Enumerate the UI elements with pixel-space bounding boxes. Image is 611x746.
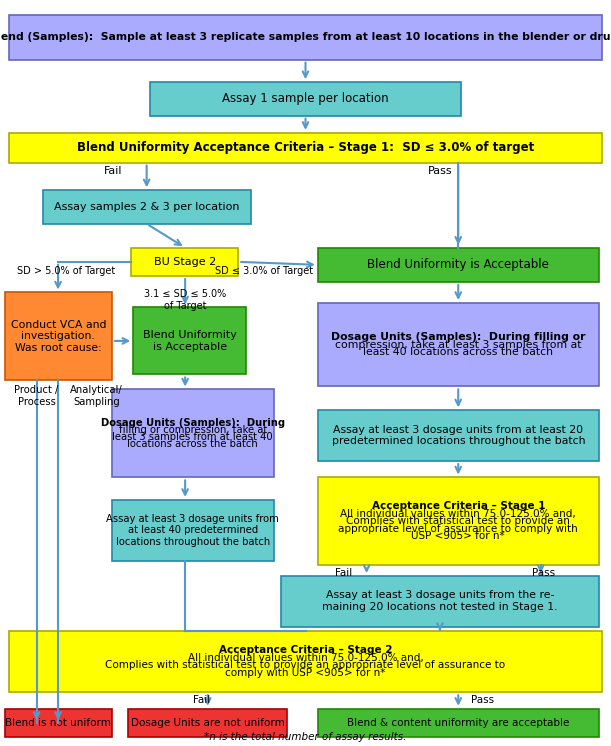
Text: Blend Uniformity is Acceptable: Blend Uniformity is Acceptable — [367, 258, 549, 272]
Text: USP <905> for n*: USP <905> for n* — [411, 531, 505, 542]
Text: comply with USP <905> for n*: comply with USP <905> for n* — [225, 668, 386, 678]
Text: Dosage Units are not uniform: Dosage Units are not uniform — [131, 718, 285, 728]
Text: least 40 locations across the batch: least 40 locations across the batch — [364, 348, 553, 357]
FancyBboxPatch shape — [112, 389, 274, 477]
FancyBboxPatch shape — [133, 307, 246, 374]
Text: least 3 samples from at least 40: least 3 samples from at least 40 — [112, 432, 273, 442]
FancyBboxPatch shape — [5, 709, 112, 737]
Text: compression, take at least 3 samples from at: compression, take at least 3 samples fro… — [335, 339, 582, 350]
Text: Acceptance Criteria – Stage 2: Acceptance Criteria – Stage 2 — [219, 645, 392, 656]
FancyBboxPatch shape — [281, 576, 599, 627]
FancyBboxPatch shape — [128, 709, 287, 737]
Text: filling or compression, take at: filling or compression, take at — [119, 424, 267, 435]
Text: Blend (Samples):  Sample at least 3 replicate samples from at least 10 locations: Blend (Samples): Sample at least 3 repli… — [0, 32, 611, 43]
Text: Fail: Fail — [104, 166, 122, 175]
Text: *n is the total number of assay results.: *n is the total number of assay results. — [204, 733, 407, 742]
Text: Fail: Fail — [193, 695, 210, 705]
Text: All individual values within 75.0-125.0% and,: All individual values within 75.0-125.0%… — [188, 653, 423, 663]
Text: Pass: Pass — [428, 166, 452, 175]
FancyBboxPatch shape — [318, 709, 599, 737]
Text: Blend is not uniform: Blend is not uniform — [5, 718, 111, 728]
Text: SD > 5.0% of Target: SD > 5.0% of Target — [17, 266, 115, 275]
Text: Assay 1 sample per location: Assay 1 sample per location — [222, 93, 389, 105]
FancyBboxPatch shape — [5, 292, 112, 380]
Text: Pass: Pass — [532, 568, 555, 578]
Text: SD ≤ 3.0% of Target: SD ≤ 3.0% of Target — [215, 266, 313, 275]
Text: Conduct VCA and
investigation.
Was root cause:: Conduct VCA and investigation. Was root … — [10, 320, 106, 353]
Text: 3.1 ≤ SD ≤ 5.0%
of Target: 3.1 ≤ SD ≤ 5.0% of Target — [144, 289, 226, 311]
Text: appropriate level of assurance to comply with: appropriate level of assurance to comply… — [338, 524, 578, 534]
FancyBboxPatch shape — [318, 248, 599, 282]
Text: locations across the batch: locations across the batch — [128, 439, 258, 449]
FancyBboxPatch shape — [318, 410, 599, 461]
FancyBboxPatch shape — [318, 303, 599, 386]
FancyBboxPatch shape — [318, 477, 599, 565]
FancyBboxPatch shape — [131, 248, 238, 276]
FancyBboxPatch shape — [43, 190, 251, 224]
FancyBboxPatch shape — [9, 15, 602, 60]
Text: Assay at least 3 dosage units from the re-
maining 20 locations not tested in St: Assay at least 3 dosage units from the r… — [322, 591, 558, 612]
Text: Complies with statistical test to provide an appropriate level of assurance to: Complies with statistical test to provid… — [106, 660, 505, 671]
Text: Fail: Fail — [335, 568, 353, 578]
Text: Assay samples 2 & 3 per location: Assay samples 2 & 3 per location — [54, 202, 240, 212]
Text: BU Stage 2: BU Stage 2 — [154, 257, 216, 267]
Text: Acceptance Criteria – Stage 1: Acceptance Criteria – Stage 1 — [371, 501, 545, 512]
Text: Complies with statistical test to provide an: Complies with statistical test to provid… — [346, 516, 570, 527]
Text: Assay at least 3 dosage units from at least 20
predetermined locations throughou: Assay at least 3 dosage units from at le… — [332, 425, 585, 446]
Text: Blend Uniformity
is Acceptable: Blend Uniformity is Acceptable — [143, 330, 236, 351]
Text: Assay at least 3 dosage units from
at least 40 predetermined
locations throughou: Assay at least 3 dosage units from at le… — [106, 514, 279, 547]
Text: Pass: Pass — [471, 695, 494, 705]
Text: Dosage Units (Samples):  During filling or: Dosage Units (Samples): During filling o… — [331, 332, 585, 342]
Text: Blend Uniformity Acceptance Criteria – Stage 1:  SD ≤ 3.0% of target: Blend Uniformity Acceptance Criteria – S… — [77, 141, 534, 154]
FancyBboxPatch shape — [9, 133, 602, 163]
Text: Analytical/
Sampling: Analytical/ Sampling — [70, 385, 123, 407]
FancyBboxPatch shape — [9, 631, 602, 692]
Text: Dosage Units (Samples):  During: Dosage Units (Samples): During — [101, 418, 285, 427]
Text: All individual values within 75.0-125.0% and,: All individual values within 75.0-125.0%… — [340, 509, 576, 519]
Text: Product /
Process: Product / Process — [15, 385, 59, 407]
FancyBboxPatch shape — [150, 82, 461, 116]
Text: Blend & content uniformity are acceptable: Blend & content uniformity are acceptabl… — [347, 718, 569, 728]
FancyBboxPatch shape — [112, 500, 274, 561]
